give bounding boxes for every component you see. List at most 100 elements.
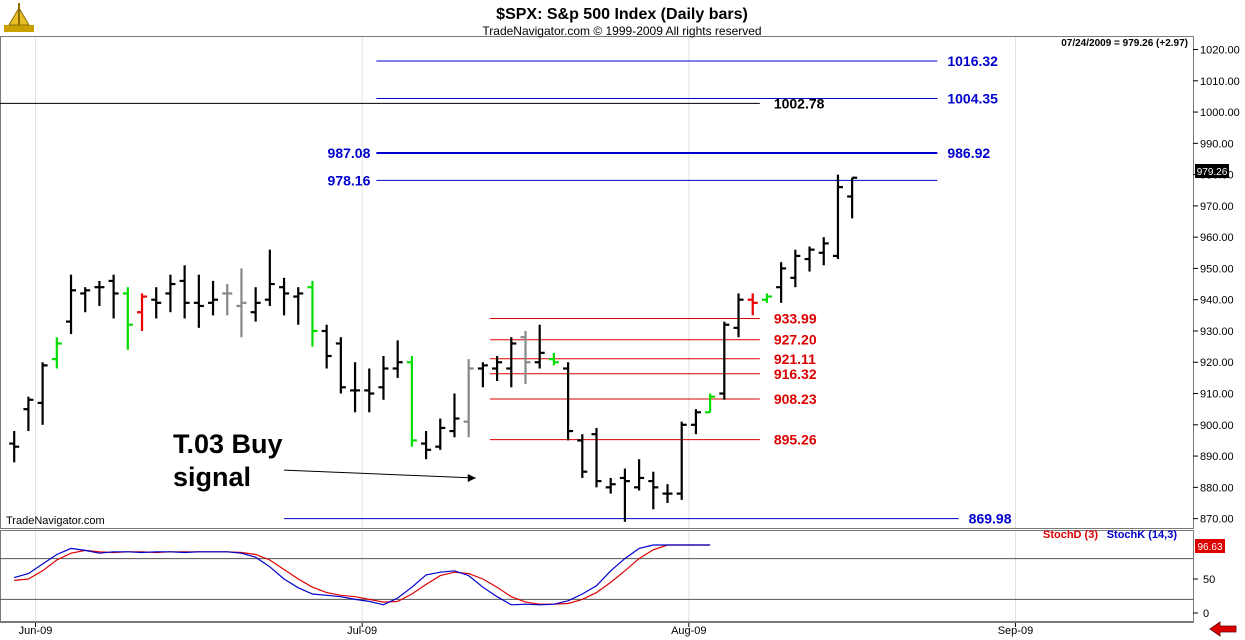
stoch-tick-label: 50	[1203, 574, 1215, 586]
app-logo	[4, 3, 34, 32]
level-label: 1004.35	[947, 90, 998, 106]
price-tick-label: 930.00	[1200, 326, 1234, 338]
level-left-label: 987.08	[328, 145, 371, 161]
level-label: 927.20	[774, 332, 817, 348]
stoch-panel-frame	[0, 530, 1194, 622]
price-bar	[222, 284, 233, 316]
price-bar	[151, 287, 162, 319]
buy-signal-annotation: T.03 Buy signal	[173, 429, 476, 492]
price-bar	[747, 293, 758, 316]
price-bar	[264, 249, 275, 306]
price-bar	[236, 268, 247, 338]
price-tick-label: 940.00	[1200, 295, 1234, 307]
chart-copyright: TradeNavigator.com © 1999-2009 All right…	[482, 24, 761, 38]
stoch-k-line	[14, 544, 711, 606]
price-bar	[733, 293, 744, 338]
stoch-tick-label: 0	[1203, 608, 1209, 620]
annotation-line-2: signal	[173, 462, 251, 492]
price-bar	[279, 277, 290, 316]
price-tick-label: 890.00	[1200, 451, 1234, 463]
price-bar	[435, 418, 446, 450]
last-bar-info: 07/24/2009 = 979.26 (+2.97)	[1061, 38, 1188, 49]
price-bar	[463, 359, 474, 438]
watermark: TradeNavigator.com	[6, 515, 105, 527]
support-resistance-levels: 1016.32 1004.35 1002.78 986.92 987.08 978.16 9…	[0, 53, 1012, 527]
price-bar	[776, 262, 787, 303]
price-bar	[250, 287, 261, 322]
annotation-arrow	[284, 469, 476, 479]
price-bar	[719, 321, 730, 400]
level-label: 908.23	[774, 391, 817, 407]
price-bar	[506, 337, 517, 388]
price-bar	[705, 393, 716, 414]
price-tick-label: 880.00	[1200, 482, 1234, 494]
last-price-label: 979.26	[1197, 167, 1228, 178]
price-bar	[378, 355, 389, 400]
annotation-line-1: T.03 Buy	[173, 429, 283, 459]
level-label: 986.92	[947, 145, 990, 161]
price-bar	[790, 249, 801, 288]
price-bar	[66, 274, 77, 335]
price-bar	[648, 471, 659, 510]
price-bar	[690, 409, 701, 435]
level-label: 869.98	[969, 511, 1012, 527]
price-bar	[847, 176, 858, 219]
price-tick-label: 990.00	[1200, 138, 1234, 150]
level-label: 895.26	[774, 432, 817, 448]
price-bar	[832, 174, 843, 260]
price-bar	[208, 280, 219, 316]
last-price-marker: 979.26	[1195, 164, 1229, 178]
level-label: 916.32	[774, 366, 817, 382]
price-bar	[406, 355, 417, 447]
annotation-arrowhead	[467, 473, 476, 482]
stochastic-panel: StochD (3) StochK (14,3) 96.63 0 50	[0, 529, 1225, 620]
price-tick-label: 910.00	[1200, 389, 1234, 401]
price-bar	[492, 355, 503, 382]
price-bar	[94, 280, 105, 306]
chart-title: $SPX: S&p 500 Index (Daily bars)	[496, 6, 748, 23]
time-axis: Jun-09 Jul-09 Aug-09 Sep-09	[19, 37, 1033, 637]
price-bar	[591, 427, 602, 488]
price-bars	[9, 174, 858, 522]
price-bar	[293, 287, 304, 325]
price-bar	[51, 337, 62, 369]
x-tick-label: Sep-09	[998, 625, 1033, 637]
price-tick-label: 1010.00	[1200, 76, 1240, 88]
price-tick-label: 920.00	[1200, 357, 1234, 369]
price-bar	[634, 459, 645, 491]
price-bar	[449, 393, 460, 438]
price-bar	[676, 421, 687, 500]
price-tick-label: 1020.00	[1200, 45, 1240, 57]
level-label: 1016.32	[947, 53, 998, 69]
price-bar	[165, 274, 176, 313]
price-bar	[321, 324, 332, 369]
stoch-last-value: 96.63	[1197, 542, 1222, 553]
level-label: 933.99	[774, 310, 817, 326]
scroll-right-arrow-icon[interactable]	[1209, 621, 1237, 637]
price-bar	[818, 237, 829, 266]
price-bar	[80, 287, 91, 313]
price-bar	[193, 274, 204, 328]
price-bar	[477, 362, 488, 388]
price-tick-label: 900.00	[1200, 420, 1234, 432]
price-bar	[605, 477, 616, 494]
last-price-box	[1195, 164, 1229, 178]
price-bar	[804, 246, 815, 272]
level-left-label: 978.16	[328, 172, 371, 188]
price-bar	[108, 274, 119, 319]
legend-stoch-k: StochK (14,3)	[1107, 529, 1178, 541]
price-bar	[534, 324, 545, 369]
price-bar	[137, 293, 148, 331]
price-bar	[350, 362, 361, 413]
x-tick-label: Jun-09	[19, 625, 53, 637]
price-bar	[179, 265, 190, 319]
price-bar	[23, 396, 34, 432]
price-bar	[307, 280, 318, 347]
price-bar	[548, 352, 559, 366]
price-bar	[421, 431, 432, 460]
price-tick-label: 950.00	[1200, 263, 1234, 275]
price-bar	[392, 340, 403, 378]
price-bar	[122, 287, 133, 350]
price-tick-label: 1000.00	[1200, 107, 1240, 119]
